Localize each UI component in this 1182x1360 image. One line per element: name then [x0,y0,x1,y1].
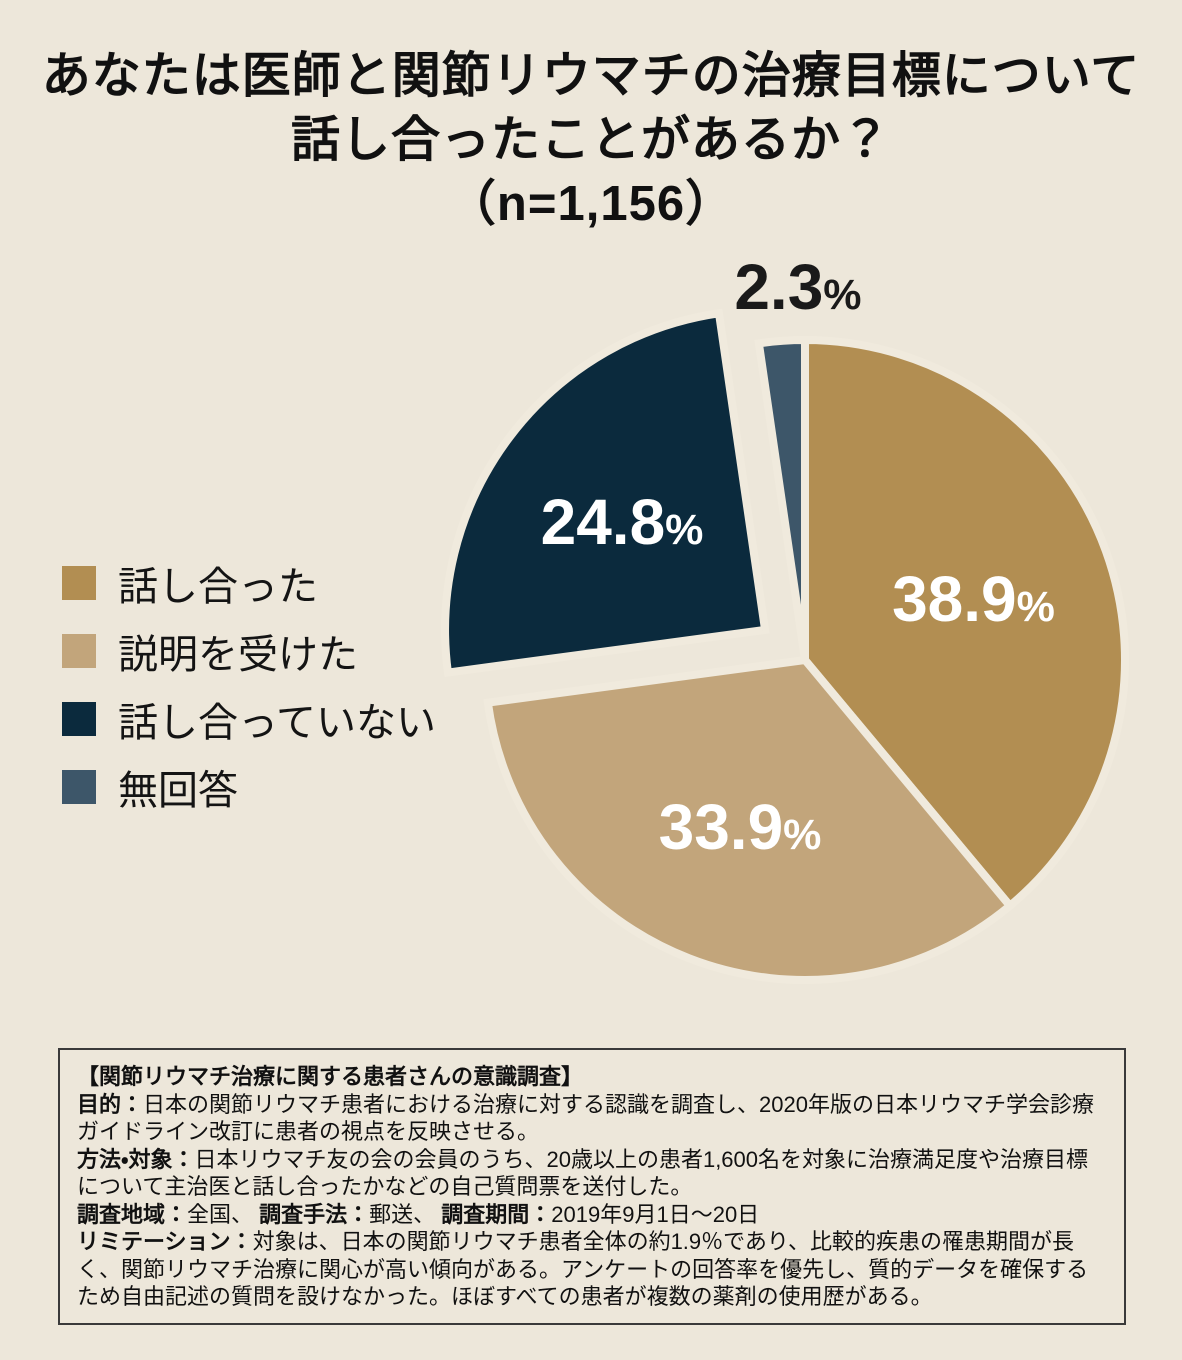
legend-label: 説明を受けた [118,633,358,677]
note-text: 全国、 [187,1201,260,1227]
pie-slice-value: 24.8 [540,485,666,558]
legend-item-1: 説明を受けた [62,633,436,677]
note-label: 【関節リウマチ治療に関する患者さんの意識調査】 [77,1064,584,1089]
legend-label: 話し合った [118,565,318,609]
pie-slice-label-1: 33.9% [659,795,822,859]
pie-slice-label-3: 2.3% [734,255,861,319]
note-label: 調査地域： [77,1201,188,1227]
legend-label: 話し合っていない [118,701,436,745]
pie-slice-unit: % [823,270,862,319]
survey-note-paragraph-3: 調査地域：全国、 調査手法：郵送、 調査期間：2019年9月1日～20日 [77,1201,1107,1229]
note-label: 調査手法： [259,1201,370,1227]
pie-slice-unit: % [783,811,822,859]
note-text: 郵送、 [369,1201,442,1227]
survey-note-paragraph-1: 目的：日本の関節リウマチ患者における治療に対する認識を調査し、2020年版の日本… [77,1091,1107,1146]
pie-slice-0 [801,335,1129,912]
legend-swatch-icon [62,770,96,804]
note-text: 2019年9月1日～20日 [551,1201,760,1227]
note-label: リミテーション： [77,1229,253,1254]
survey-note-paragraph-0: 【関節リウマチ治療に関する患者さんの意識調査】 [77,1063,1107,1091]
survey-note-paragraph-4: リミテーション：対象は、日本の関節リウマチ患者全体の約1.9％であり、比較的疾患… [77,1228,1107,1311]
chart-title-line-2: 話し合ったことがあるか？ [290,113,891,167]
pie-slice-3 [754,335,809,661]
legend-item-3: 無回答 [62,769,436,813]
legend-swatch-icon [62,566,96,600]
note-text: 日本の関節リウマチ患者における治療に対する認識を調査し、2020年版の日本リウマ… [77,1091,1094,1145]
chart-legend: 話し合った説明を受けた話し合っていない 無回答 [62,565,436,813]
pie-slice-value: 33.9 [658,791,784,863]
note-text: 日本リウマチ友の会の会員のうち、20歳以上の患者1,600名を対象に治療満足度や… [77,1146,1089,1200]
legend-item-0: 話し合った [62,565,436,609]
chart-title-line-1: あなたは医師と関節リウマチの治療目標について [41,49,1141,103]
survey-note-paragraph-2: 方法・対象：日本リウマチ友の会の会員のうち、20歳以上の患者1,600名を対象に… [77,1146,1107,1201]
pie-slice-2 [441,308,770,678]
sample-size: （n=1,156） [446,177,736,231]
legend-swatch-icon [62,702,96,736]
pie-slice-label-0: 38.9% [892,567,1055,631]
legend-swatch-icon [62,634,96,668]
pie-slice-label-2: 24.8% [541,490,704,554]
pie-slice-value: 38.9 [892,562,1017,635]
note-label: 調査期間： [441,1201,552,1227]
chart-title: あなたは医師と関節リウマチの治療目標について 話し合ったことがあるか？ （n=1… [0,44,1182,236]
note-label: 目的： [77,1091,144,1117]
pie-slice-value: 2.3 [734,250,824,323]
pie-slice-1 [483,655,1016,984]
note-text: 対象は、日本の関節リウマチ患者全体の約1.9％であり、比較的疾患の罹患期間が長く… [77,1229,1089,1309]
survey-notes-box: 【関節リウマチ治療に関する患者さんの意識調査】 目的：日本の関節リウマチ患者におけ… [58,1048,1126,1325]
legend-label: 無回答 [118,769,238,813]
note-label: 方法・対象： [77,1146,195,1172]
pie-slice-unit: % [665,505,704,554]
pie-slice-unit: % [1016,582,1055,631]
legend-item-2: 話し合っていない [62,701,436,745]
